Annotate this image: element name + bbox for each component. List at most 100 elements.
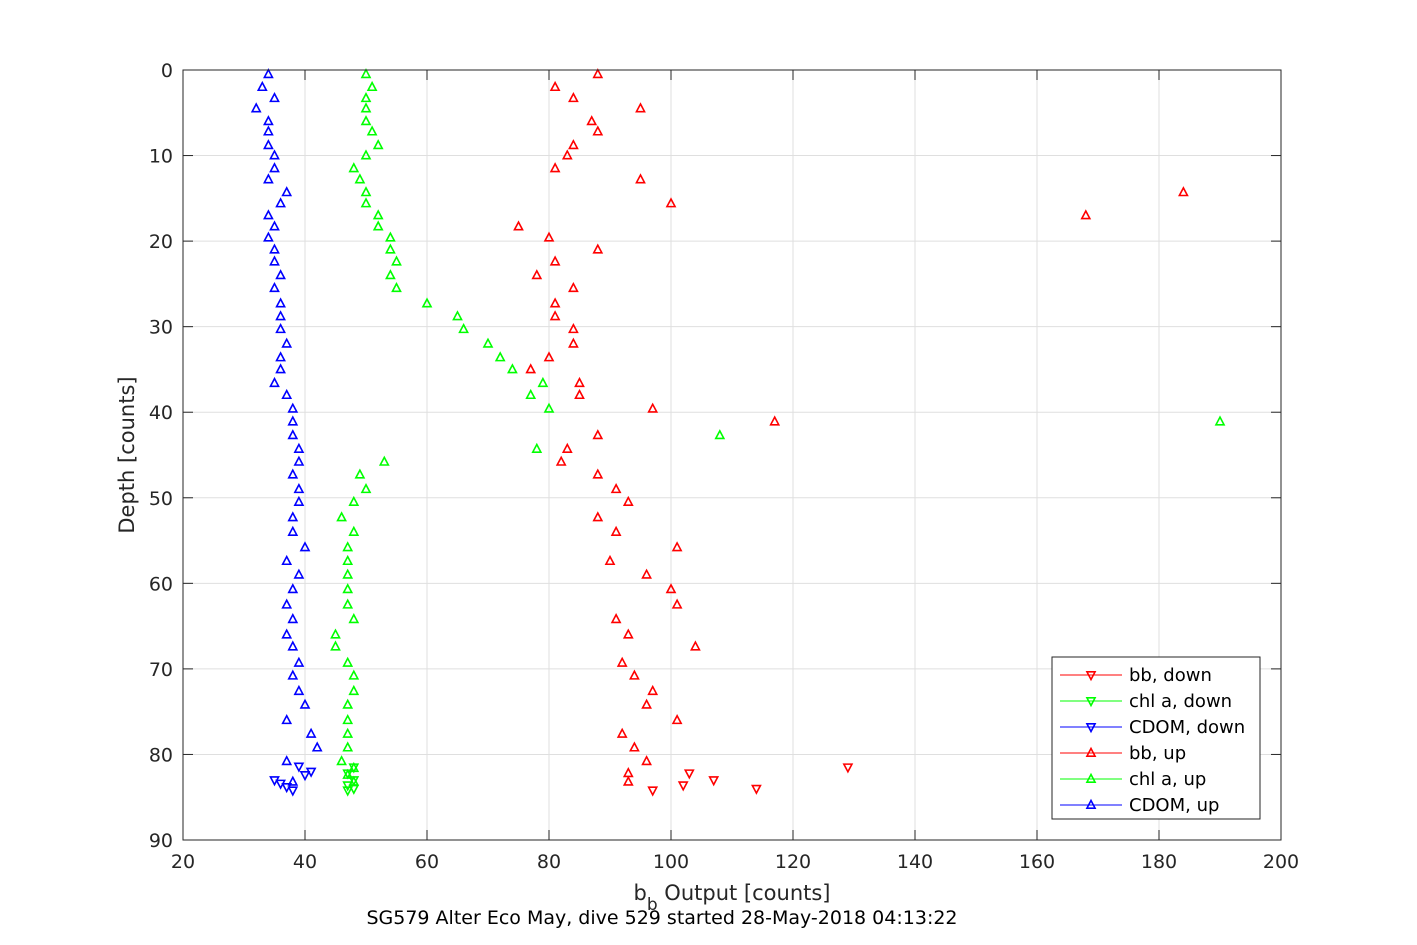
data-point: [385, 231, 396, 242]
legend-label: chl a, down: [1129, 691, 1232, 712]
data-point: [287, 525, 299, 536]
data-point: [293, 483, 305, 494]
data-point: [513, 220, 524, 231]
data-point: [671, 714, 683, 725]
data-point: [561, 149, 573, 160]
data-point: [342, 541, 354, 552]
data-point: [360, 92, 372, 103]
data-point: [293, 684, 305, 696]
x-tick-label: 160: [1019, 851, 1055, 873]
data-point: [671, 541, 683, 552]
data-point: [574, 388, 585, 400]
data-point: [354, 468, 366, 479]
data-point: [641, 568, 652, 579]
x-axis-label: bb Output [counts]: [633, 881, 830, 915]
y-tick-label: 80: [149, 744, 173, 766]
data-point: [525, 363, 537, 374]
data-point: [348, 775, 360, 786]
x-tick-label: 40: [293, 851, 317, 873]
series-5: [250, 68, 323, 786]
data-point: [683, 769, 695, 780]
series-2: [269, 762, 317, 797]
legend-marker: [1085, 697, 1097, 708]
data-point: [281, 598, 293, 609]
data-point: [616, 656, 628, 667]
data-point: [336, 755, 347, 766]
series-3: [513, 68, 1189, 786]
data-point: [531, 442, 543, 453]
data-point: [360, 197, 372, 208]
series-4: [330, 68, 1226, 786]
data-point: [342, 598, 354, 609]
data-point: [330, 640, 341, 651]
data-point: [690, 640, 701, 651]
data-point: [342, 781, 354, 792]
data-point: [592, 468, 604, 479]
data-point: [281, 186, 293, 197]
data-point: [287, 429, 299, 440]
data-point: [342, 568, 354, 579]
data-point: [1214, 415, 1226, 426]
data-point: [366, 80, 378, 92]
data-point: [305, 727, 317, 738]
y-tick-label: 0: [161, 60, 173, 82]
y-axis-label: Depth [counts]: [115, 376, 139, 533]
data-point: [336, 511, 347, 522]
legend-label: bb, up: [1129, 743, 1186, 764]
data-point: [543, 402, 555, 413]
data-point: [293, 442, 305, 453]
data-point: [622, 495, 634, 507]
chart-caption: SG579 Alter Eco May, dive 529 started 28…: [366, 907, 957, 929]
data-point: [494, 351, 506, 362]
data-point: [287, 775, 299, 786]
x-axis-label-rest: Output [counts]: [658, 881, 831, 905]
x-tick-label: 120: [775, 851, 811, 873]
x-tick-label: 80: [537, 851, 561, 873]
data-point: [665, 197, 677, 208]
data-point: [507, 363, 518, 374]
legend-label: bb, down: [1129, 665, 1212, 686]
data-point: [372, 139, 384, 150]
data-point: [568, 139, 579, 150]
data-point: [269, 92, 280, 103]
y-tick-label: 70: [149, 659, 173, 681]
data-point: [751, 784, 762, 795]
data-point: [281, 755, 293, 766]
data-point: [629, 669, 640, 680]
data-point: [275, 351, 286, 362]
data-point: [1080, 209, 1092, 220]
data-point: [348, 669, 360, 680]
data-point: [263, 231, 274, 242]
data-points: [250, 68, 1226, 797]
data-point: [299, 698, 311, 709]
data-point: [342, 656, 354, 667]
data-point: [458, 323, 469, 334]
data-point: [299, 541, 311, 552]
x-tick-label: 200: [1263, 851, 1299, 873]
data-point: [647, 786, 659, 797]
data-point: [275, 310, 286, 321]
data-point: [287, 583, 299, 594]
data-point: [269, 149, 280, 160]
data-point: [543, 231, 555, 242]
y-tick-label: 20: [149, 231, 173, 253]
data-point: [263, 68, 274, 79]
data-point: [342, 786, 354, 797]
data-point: [287, 669, 299, 680]
data-point: [342, 583, 354, 594]
data-point: [299, 771, 311, 782]
data-point: [610, 613, 622, 624]
data-point: [592, 68, 604, 79]
data-point: [622, 628, 634, 639]
data-point: [275, 323, 286, 334]
x-axis-label-subscript: b: [647, 895, 658, 915]
data-point: [769, 415, 781, 426]
data-point: [568, 323, 579, 334]
data-point: [342, 741, 354, 752]
data-point: [647, 402, 659, 413]
data-point: [263, 115, 274, 126]
legend-label: CDOM, down: [1129, 717, 1245, 738]
data-point: [641, 698, 652, 709]
data-point: [342, 698, 354, 709]
data-point: [305, 767, 317, 778]
